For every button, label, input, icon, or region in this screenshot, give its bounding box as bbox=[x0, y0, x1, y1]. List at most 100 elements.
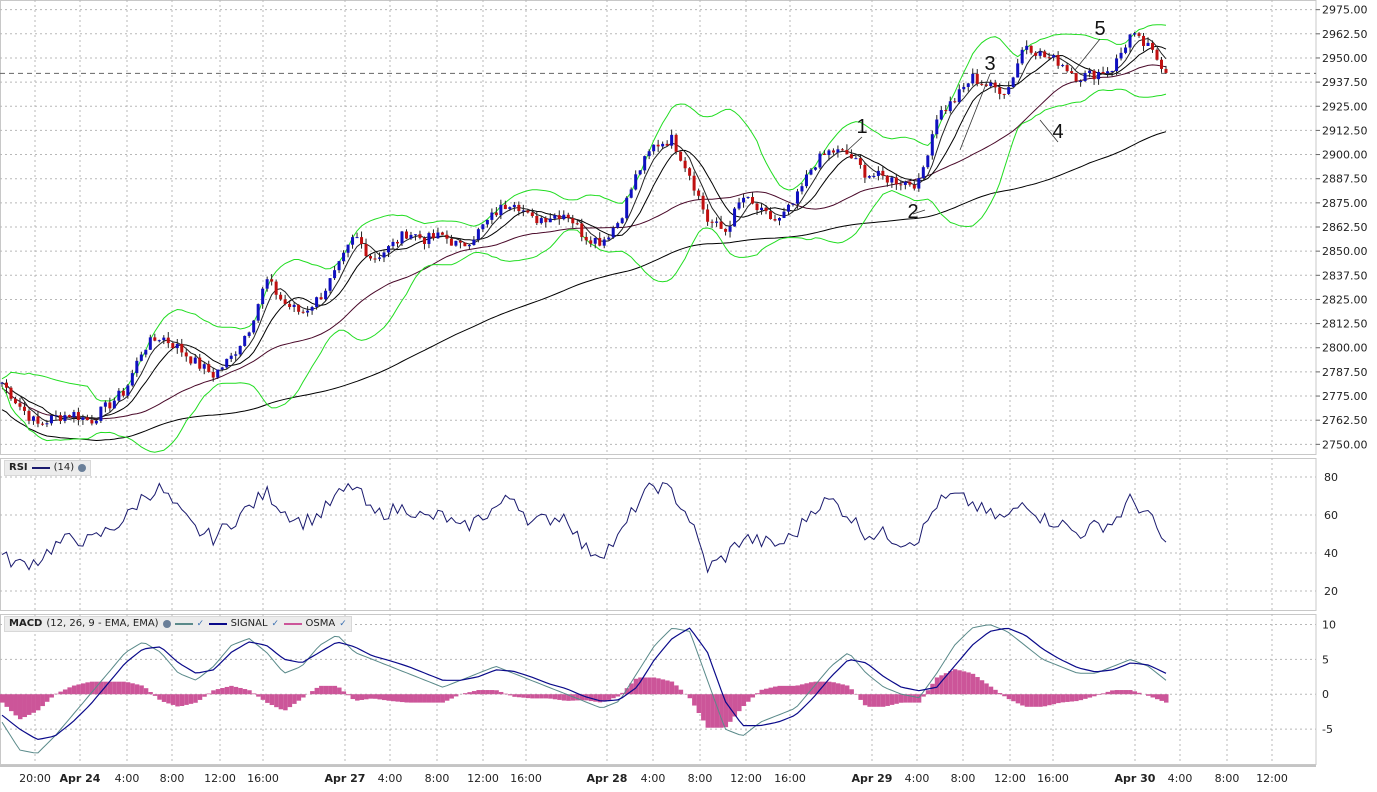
osma-bar bbox=[889, 694, 895, 705]
ma-mid-line bbox=[1, 64, 1167, 420]
candle-body bbox=[647, 151, 651, 157]
candle-body bbox=[1101, 71, 1105, 74]
price-tick-label: 2787.50 bbox=[1322, 366, 1368, 379]
osma-bar bbox=[103, 681, 108, 695]
osma-bar bbox=[1105, 691, 1111, 695]
osma-bar bbox=[355, 694, 360, 701]
candle-body bbox=[229, 355, 233, 359]
candle-body bbox=[216, 369, 220, 378]
candle-body bbox=[193, 357, 197, 364]
candle-body bbox=[777, 218, 781, 221]
osma-bar bbox=[948, 671, 953, 695]
osma-bar bbox=[8, 694, 14, 712]
osma-bar bbox=[179, 694, 185, 706]
candle-body bbox=[1011, 77, 1015, 88]
panel-frame bbox=[0, 0, 1317, 455]
osma-bar bbox=[229, 685, 234, 695]
rsi-params: (14) bbox=[53, 462, 75, 473]
wave-label: 5 bbox=[1094, 18, 1105, 40]
osma-bar bbox=[301, 694, 306, 698]
candle-body bbox=[404, 231, 408, 239]
settings-icon[interactable] bbox=[78, 464, 87, 472]
osma-bar bbox=[278, 694, 284, 710]
candle-body bbox=[872, 175, 876, 177]
candle-body bbox=[773, 219, 777, 221]
osma-bar bbox=[692, 694, 697, 706]
candle-body bbox=[99, 406, 103, 421]
osma-bar bbox=[40, 694, 45, 707]
candle-body bbox=[1092, 70, 1096, 80]
candle-body bbox=[1137, 33, 1141, 36]
osma-bar bbox=[1074, 694, 1079, 702]
settings-icon[interactable] bbox=[162, 620, 171, 628]
osma-bar bbox=[49, 694, 54, 698]
osma-bar bbox=[1047, 694, 1052, 706]
osma-bar bbox=[678, 689, 684, 695]
candle-body bbox=[683, 160, 687, 169]
osma-bar bbox=[826, 681, 832, 695]
candle-body bbox=[126, 385, 130, 396]
candle-body bbox=[881, 170, 885, 176]
checkmark-icon[interactable]: ✓ bbox=[339, 619, 347, 629]
candle-body bbox=[301, 311, 305, 313]
osma-bar bbox=[957, 670, 962, 695]
price-tick-label: 2862.50 bbox=[1322, 221, 1368, 234]
osma-bar bbox=[1011, 694, 1016, 702]
candle-body bbox=[804, 174, 808, 187]
checkmark-icon[interactable]: ✓ bbox=[196, 619, 205, 629]
wave-pointer bbox=[847, 136, 863, 151]
macd-legend[interactable]: MACD (12, 26, 9 - EMA, EMA) ✓ SIGNAL ✓ O… bbox=[4, 616, 353, 632]
osma-bar bbox=[1056, 694, 1061, 704]
candle-body bbox=[108, 402, 112, 409]
candle-body bbox=[103, 402, 107, 407]
osma-bar bbox=[786, 685, 791, 695]
candle-body bbox=[1088, 70, 1092, 74]
osma-bar bbox=[975, 677, 980, 695]
osma-bar bbox=[1038, 694, 1043, 707]
candle-body bbox=[458, 240, 462, 243]
osma-bar bbox=[651, 677, 657, 695]
candle-body bbox=[724, 228, 728, 232]
osma-bar bbox=[822, 681, 827, 695]
candle-body bbox=[328, 278, 332, 291]
osma-bar bbox=[1060, 694, 1066, 703]
rsi-legend[interactable]: RSI (14) bbox=[4, 460, 92, 476]
osma-bar bbox=[1155, 694, 1160, 700]
candle-body bbox=[535, 215, 539, 224]
osma-bar bbox=[373, 694, 378, 699]
osma-bar bbox=[0, 694, 5, 703]
candle-body bbox=[1038, 51, 1042, 56]
osma-bar bbox=[1150, 694, 1156, 698]
candle-body bbox=[562, 214, 566, 220]
candle-body bbox=[827, 150, 831, 156]
osma-bar bbox=[930, 683, 935, 695]
osma-bar bbox=[139, 685, 144, 695]
candle-body bbox=[148, 337, 152, 350]
osma-bar bbox=[26, 694, 32, 715]
checkmark-icon[interactable]: ✓ bbox=[271, 619, 280, 629]
x-tick-label: Apr 29 bbox=[852, 772, 893, 785]
candle-body bbox=[436, 232, 440, 239]
candle-body bbox=[22, 406, 26, 411]
candle-body bbox=[378, 257, 382, 259]
osma-bar bbox=[674, 685, 679, 695]
rsi-line bbox=[1, 482, 1167, 574]
osma-label: OSMA bbox=[305, 618, 336, 629]
signal-polyline bbox=[1, 627, 1167, 741]
osma-bar bbox=[489, 690, 495, 695]
osma-bar bbox=[638, 677, 643, 695]
wave-pointer bbox=[1039, 119, 1059, 143]
candle-body bbox=[292, 304, 296, 308]
osma-bar bbox=[134, 684, 140, 695]
osma-bar bbox=[404, 694, 409, 703]
osma-bar bbox=[817, 681, 823, 695]
osma-bar bbox=[1002, 694, 1007, 697]
osma-bar bbox=[422, 694, 427, 703]
candle-body bbox=[1029, 45, 1033, 53]
x-tick-label: 16:00 bbox=[1037, 772, 1069, 785]
moving-averages bbox=[1, 37, 1167, 442]
osma-bar bbox=[804, 683, 809, 695]
candle-body bbox=[13, 398, 17, 404]
osma-bar bbox=[898, 694, 904, 703]
x-tick-label: 4:00 bbox=[641, 772, 666, 785]
